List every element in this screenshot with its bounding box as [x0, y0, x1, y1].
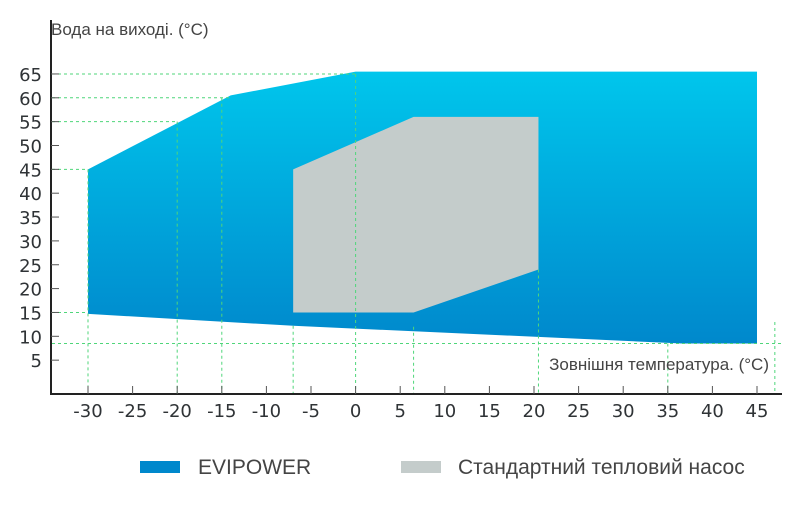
- y-tick-label: 55: [19, 113, 42, 134]
- x-tick-label: 35: [656, 401, 679, 422]
- x-tick-label: -20: [162, 401, 191, 422]
- legend-label-standard: Стандартний тепловий насос: [458, 456, 745, 479]
- x-tick-label: -30: [73, 401, 102, 422]
- x-tick-label: 15: [478, 401, 501, 422]
- y-tick-label: 45: [19, 160, 42, 181]
- x-tick-label: 20: [523, 401, 546, 422]
- legend-label-evipower: EVIPOWER: [198, 456, 311, 479]
- x-tick-label: 30: [612, 401, 635, 422]
- x-axis-label: Зовнішня температура. (°С): [549, 355, 769, 374]
- x-tick-label: -25: [118, 401, 147, 422]
- y-tick-label: 30: [19, 232, 42, 253]
- legend-swatch-evipower: [140, 461, 180, 473]
- y-tick-label: 10: [19, 327, 42, 348]
- x-tick-label: 10: [433, 401, 456, 422]
- y-tick-label: 5: [31, 351, 42, 372]
- y-tick-label: 35: [19, 208, 42, 229]
- standard-heat-pump-area: [293, 116, 539, 313]
- y-tick-label: 15: [19, 303, 42, 324]
- y-axis-label: Вода на виході. (°С): [51, 20, 209, 39]
- y-tick-label: 20: [19, 280, 42, 301]
- x-tick-label: 45: [746, 401, 769, 422]
- y-tick-label: 65: [19, 65, 42, 86]
- x-tick-label: -15: [207, 401, 236, 422]
- x-tick-label: 5: [394, 401, 405, 422]
- x-tick-label: 0: [350, 401, 361, 422]
- x-tick-label: 40: [701, 401, 724, 422]
- x-tick-label: -10: [252, 401, 281, 422]
- y-tick-label: 25: [19, 256, 42, 277]
- y-tick-label: 50: [19, 137, 42, 158]
- x-tick-label: 25: [567, 401, 590, 422]
- y-tick-label: 40: [19, 184, 42, 205]
- legend-swatch-standard: [401, 461, 441, 473]
- y-tick-label: 60: [19, 89, 42, 110]
- x-tick-label: -5: [302, 401, 320, 422]
